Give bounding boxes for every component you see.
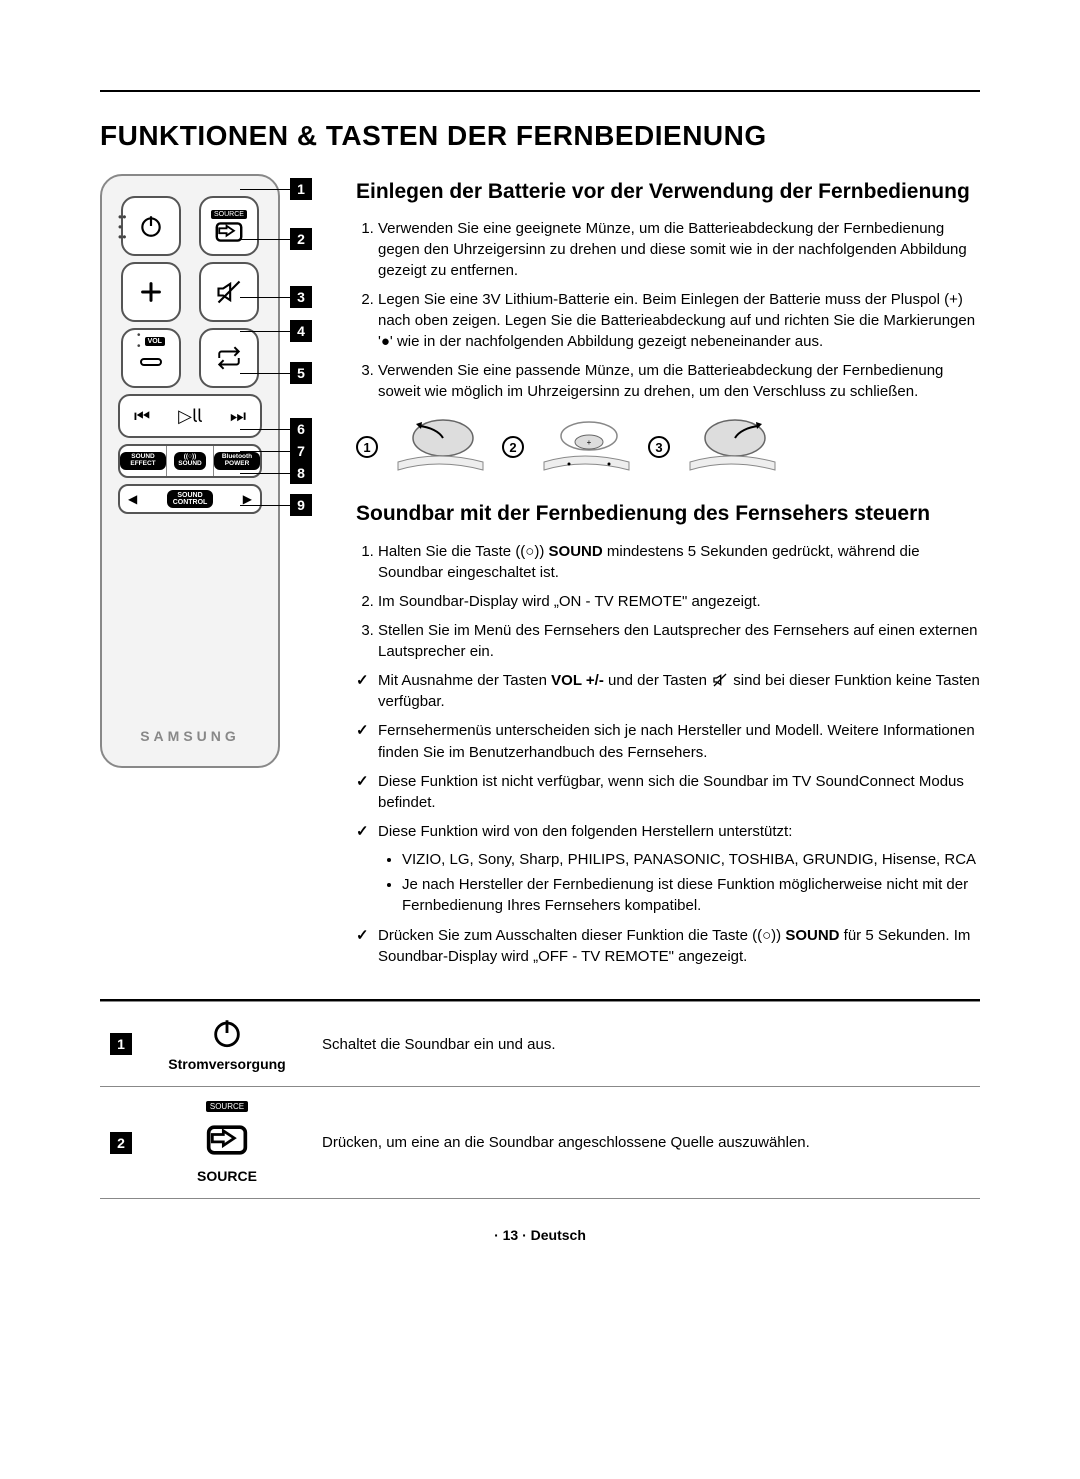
battery-step-2-num: 2 bbox=[502, 436, 524, 458]
section1-list: Verwenden Sie eine geeignete Münze, um d… bbox=[356, 218, 980, 402]
svg-text:+: + bbox=[587, 438, 592, 447]
check-item-4: Diese Funktion wird von den folgenden He… bbox=[378, 821, 980, 916]
callout-number-4: 4 bbox=[290, 320, 312, 342]
remote-sound-effect-button: SOUND EFFECT bbox=[120, 446, 167, 476]
power-icon bbox=[138, 213, 164, 239]
mute-icon bbox=[215, 278, 243, 306]
callout-line bbox=[240, 451, 290, 452]
battery-open-icon bbox=[388, 414, 488, 480]
section2-checklist: Mit Ausnahme der Tasten VOL +/- und der … bbox=[356, 670, 980, 968]
power-icon bbox=[210, 1016, 244, 1050]
check-item-4-sublist: VIZIO, LG, Sony, Sharp, PHILIPS, PANASON… bbox=[378, 849, 980, 917]
battery-step-3-num: 3 bbox=[648, 436, 670, 458]
table-source-chip: SOURCE bbox=[206, 1101, 248, 1112]
section2-ordered-list: Halten Sie die Taste ((○)) SOUND mindest… bbox=[356, 541, 980, 662]
page-title: FUNKTIONEN & TASTEN DER FERNBEDIENUNG bbox=[100, 120, 980, 152]
callout-number-9: 9 bbox=[290, 494, 312, 516]
callout-line bbox=[240, 189, 290, 190]
remote-power-button bbox=[121, 196, 181, 256]
remote-source-label: SOURCE bbox=[211, 210, 247, 219]
battery-close-icon bbox=[680, 414, 780, 480]
remote-illustration: ••••• SOURCE bbox=[100, 174, 280, 768]
content-columns: ••••• SOURCE bbox=[100, 174, 980, 975]
left-column: ••••• SOURCE bbox=[100, 174, 320, 975]
check-item-4-b1: VIZIO, LG, Sony, Sharp, PHILIPS, PANASON… bbox=[402, 849, 980, 870]
callout-line bbox=[240, 473, 290, 474]
remote-vol-label: VOL bbox=[145, 337, 165, 346]
section1-heading: Einlegen der Batterie vor der Verwendung… bbox=[356, 178, 980, 206]
table-row1-num: 1 bbox=[110, 1033, 132, 1055]
play-pause-icon: ▷𝗅𝗅 bbox=[178, 406, 202, 427]
table-row2-caption: SOURCE bbox=[197, 1168, 257, 1184]
section1-item2: Legen Sie eine 3V Lithium-Batterie ein. … bbox=[378, 289, 980, 352]
table-row2-num: 2 bbox=[110, 1132, 132, 1154]
table-row1-desc: Schaltet die Soundbar ein und aus. bbox=[312, 1002, 980, 1087]
callout-number-7: 7 bbox=[290, 440, 312, 462]
triangle-left-icon: ◀ bbox=[128, 492, 137, 506]
table-row2-desc: Drücken, um eine an die Soundbar angesch… bbox=[312, 1087, 980, 1199]
sound-wave-inline-icon: ((○)) bbox=[515, 543, 544, 560]
table-row1-caption: Stromversorgung bbox=[168, 1056, 285, 1072]
callout-number-2: 2 bbox=[290, 228, 312, 250]
remote-transport-bar: ⏮ ▷𝗅𝗅 ⏭ bbox=[118, 394, 262, 438]
battery-step-1-num: 1 bbox=[356, 436, 378, 458]
section1-item1: Verwenden Sie eine geeignete Münze, um d… bbox=[378, 218, 980, 281]
battery-step-row: 1 2 + 3 bbox=[356, 414, 980, 480]
battery-step-3: 3 bbox=[648, 414, 780, 480]
check-item-4-b2: Je nach Hersteller der Fernbedienung ist… bbox=[402, 874, 980, 917]
callout-line bbox=[240, 505, 290, 506]
check-item-1: Mit Ausnahme der Tasten VOL +/- und der … bbox=[378, 670, 980, 713]
table-row: 1 Stromversorgung Schaltet die Soundbar … bbox=[100, 1002, 980, 1087]
battery-insert-icon: + bbox=[534, 414, 634, 480]
right-column: Einlegen der Batterie vor der Verwendung… bbox=[356, 174, 980, 975]
callout-number-8: 8 bbox=[290, 462, 312, 484]
remote-sound-control-bar: ◀ SOUND CONTROL ▶ bbox=[118, 484, 262, 514]
minus-icon bbox=[138, 356, 164, 368]
remote-sound-control-label: SOUND CONTROL bbox=[167, 490, 214, 508]
source-icon bbox=[205, 1118, 249, 1162]
samsung-logo: SAMSUNG bbox=[102, 728, 278, 744]
callout-line bbox=[240, 429, 290, 430]
repeat-icon bbox=[216, 345, 242, 371]
battery-step-1: 1 bbox=[356, 414, 488, 480]
mute-inline-icon bbox=[711, 672, 729, 688]
function-table: 1 Stromversorgung Schaltet die Soundbar … bbox=[100, 1001, 980, 1199]
page-footer: · 13 · Deutsch bbox=[100, 1227, 980, 1243]
table-row: 2 SOURCE SOURCE Drücken, um eine an die … bbox=[100, 1087, 980, 1199]
plus-icon bbox=[139, 280, 163, 304]
sound-wave-inline-icon-2: ((○)) bbox=[752, 927, 781, 944]
remote-dots-icon: ••••• bbox=[118, 212, 126, 242]
skip-forward-icon: ⏭ bbox=[230, 406, 246, 427]
remote-repeat-button bbox=[199, 328, 259, 388]
skip-back-icon: ⏮ bbox=[134, 406, 150, 427]
callout-number-1: 1 bbox=[290, 178, 312, 200]
callout-line bbox=[240, 297, 290, 298]
remote-source-button: SOURCE bbox=[199, 196, 259, 256]
remote-mute-button bbox=[199, 262, 259, 322]
section2-ol-2: Im Soundbar-Display wird „ON - TV REMOTE… bbox=[378, 591, 980, 612]
check-item-3: Diese Funktion ist nicht verfügbar, wenn… bbox=[378, 771, 980, 814]
section2-ol-3: Stellen Sie im Menü des Fernsehers den L… bbox=[378, 620, 980, 662]
check-item-5: Drücken Sie zum Ausschalten dieser Funkt… bbox=[378, 925, 980, 968]
remote-vol-up-button bbox=[121, 262, 181, 322]
callout-line bbox=[240, 373, 290, 374]
section2-ol-1: Halten Sie die Taste ((○)) SOUND mindest… bbox=[378, 541, 980, 583]
callout-line bbox=[240, 331, 290, 332]
callout-number-3: 3 bbox=[290, 286, 312, 308]
battery-step-2: 2 + bbox=[502, 414, 634, 480]
top-horizontal-rule bbox=[100, 90, 980, 92]
check-item-2: Fernsehermenüs unterscheiden sich je nac… bbox=[378, 720, 980, 763]
section2-heading: Soundbar mit der Fernbedienung des Ferns… bbox=[356, 500, 980, 528]
callout-number-6: 6 bbox=[290, 418, 312, 440]
remote-sound-button: ((○))SOUND bbox=[167, 446, 214, 476]
section1-item3: Verwenden Sie eine passende Münze, um di… bbox=[378, 360, 980, 402]
triangle-right-icon: ▶ bbox=[243, 492, 252, 506]
callout-number-5: 5 bbox=[290, 362, 312, 384]
remote-vol-down-button: •• VOL bbox=[121, 328, 181, 388]
callout-line bbox=[240, 239, 290, 240]
